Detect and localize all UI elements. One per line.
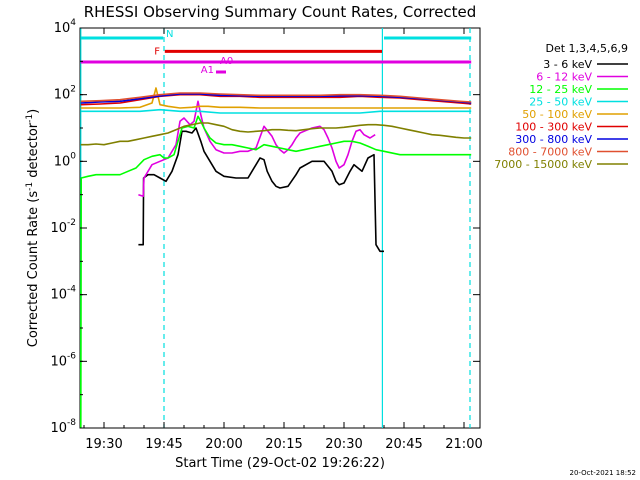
y-tick-base: 10 [54,154,71,169]
legend-label-8: 7000 - 15000 keV [494,158,592,171]
y-tick-exp: 2 [70,85,76,95]
y-axis-label-sup2: -1 [25,114,35,123]
legend-label-1: 6 - 12 keV [536,71,592,84]
x-tick-label-0: 19:30 [85,437,122,452]
x-tick-label-4: 20:30 [325,437,362,452]
x-axis-label: Start Time (29-Oct-02 19:26:22) [175,456,385,471]
y-tick-base: 10 [50,221,67,236]
series-layer [80,87,472,429]
y-tick-exp: -4 [67,285,76,295]
legend-label-0: 3 - 6 keV [543,58,592,71]
series-line-2 [80,115,472,429]
y-tick-exp: -6 [67,351,76,361]
x-tick-label-1: 19:45 [145,437,182,452]
y-tick-label-6: 10-8 [50,418,76,436]
y-tick-label-3: 10-2 [50,218,76,236]
flag-label-1: F [154,46,160,57]
y-tick-base: 10 [50,288,67,303]
y-tick-label-1: 102 [54,85,76,103]
axis-ticks: 19:30 19:45 20:00 20:15 20:30 20:45 21:0010410… [50,18,482,452]
y-tick-exp: 0 [70,151,76,161]
y-tick-exp: -8 [67,418,76,428]
legend-label-6: 300 - 800 keV [515,133,592,146]
y-tick-exp: -2 [67,218,76,228]
legend-label-3: 25 - 50 keV [529,96,592,109]
y-axis-label-sup1: -1 [25,182,35,191]
series-line-0 [138,127,384,253]
y-tick-base: 10 [50,421,67,436]
x-tick-label-6: 21:00 [445,437,482,452]
y-tick-base: 10 [50,354,67,369]
legend-label-7: 800 - 7000 keV [508,146,592,159]
series-line-8 [80,122,472,146]
series-line-4 [80,87,472,109]
x-tick-label-5: 20:45 [385,437,422,452]
y-axis-label-end: ) [26,109,41,114]
flag-label-3: A1 [201,65,214,76]
y-tick-base: 10 [54,88,71,103]
y-tick-label-2: 100 [54,151,77,169]
y-tick-label-0: 104 [54,18,77,36]
y-tick-label-4: 10-4 [50,285,76,303]
x-tick-label-2: 20:00 [205,437,242,452]
legend-label-5: 100 - 300 keV [515,121,592,134]
timestamp: 20-Oct-2021 18:52 [570,469,636,477]
y-tick-label-5: 10-6 [50,351,76,369]
series-line-7 [80,92,472,103]
y-axis-label: Corrected Count Rate (s-1 detector-1) [25,109,41,347]
y-axis-label-mid: detector [26,122,41,182]
y-tick-exp: 4 [70,18,76,28]
y-axis-label-main: Corrected Count Rate (s [26,191,41,348]
flag-label-0: N [166,29,173,40]
chart-title: RHESSI Observing Summary Count Rates, Co… [84,3,477,21]
legend-title: Det 1,3,4,5,6,9 [545,42,628,55]
series-line-1 [138,100,376,198]
y-tick-base: 10 [54,21,71,36]
series-line-3 [80,108,472,114]
legend-label-4: 50 - 100 keV [522,108,592,121]
x-tick-label-3: 20:15 [265,437,302,452]
legend-label-2: 12 - 25 keV [529,83,592,96]
flag-bars: NFA0A1 [80,29,472,76]
